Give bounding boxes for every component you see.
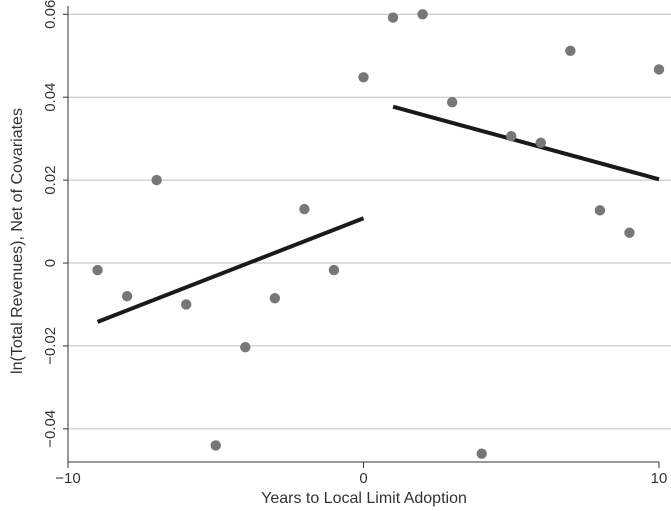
fit-line <box>96 216 365 324</box>
data-point <box>387 12 399 23</box>
y-tick-label: 0.04 <box>42 83 59 112</box>
data-point <box>358 72 369 83</box>
fit-line <box>392 104 660 182</box>
y-axis-label: ln(Total Revenues), Net of Covariates <box>9 108 26 374</box>
data-point <box>121 290 133 302</box>
y-tick-label: 0 <box>42 259 59 267</box>
data-point <box>151 174 162 186</box>
fit-lines <box>96 104 660 324</box>
x-tick-label: 0 <box>359 470 367 487</box>
x-axis-label: Years to Local Limit Adoption <box>261 490 467 507</box>
y-tick-label: −0.02 <box>42 327 59 365</box>
data-point <box>446 96 458 108</box>
x-tick-label: −10 <box>55 470 80 487</box>
grid-lines <box>68 13 671 430</box>
data-point <box>535 137 546 148</box>
data-point <box>476 448 487 459</box>
data-point <box>624 227 635 238</box>
data-point <box>328 264 340 276</box>
y-tick-label: 0.06 <box>42 0 59 29</box>
data-point <box>92 264 103 276</box>
data-point <box>653 64 665 75</box>
data-point <box>269 293 281 304</box>
data-point <box>594 205 606 216</box>
data-point <box>299 203 310 215</box>
data-point <box>565 45 576 56</box>
data-point <box>417 9 428 20</box>
x-tick-label: 10 <box>651 470 668 487</box>
y-tick-label: 0.02 <box>42 166 59 195</box>
axes: −0.04 −0.02 0 0.02 0.04 0.06 −10 0 10 <box>42 0 667 487</box>
data-points <box>92 9 665 459</box>
data-point <box>240 341 251 353</box>
data-point <box>181 299 192 310</box>
data-point <box>210 440 221 451</box>
data-point <box>506 130 517 142</box>
y-tick-label: −0.04 <box>42 410 59 448</box>
